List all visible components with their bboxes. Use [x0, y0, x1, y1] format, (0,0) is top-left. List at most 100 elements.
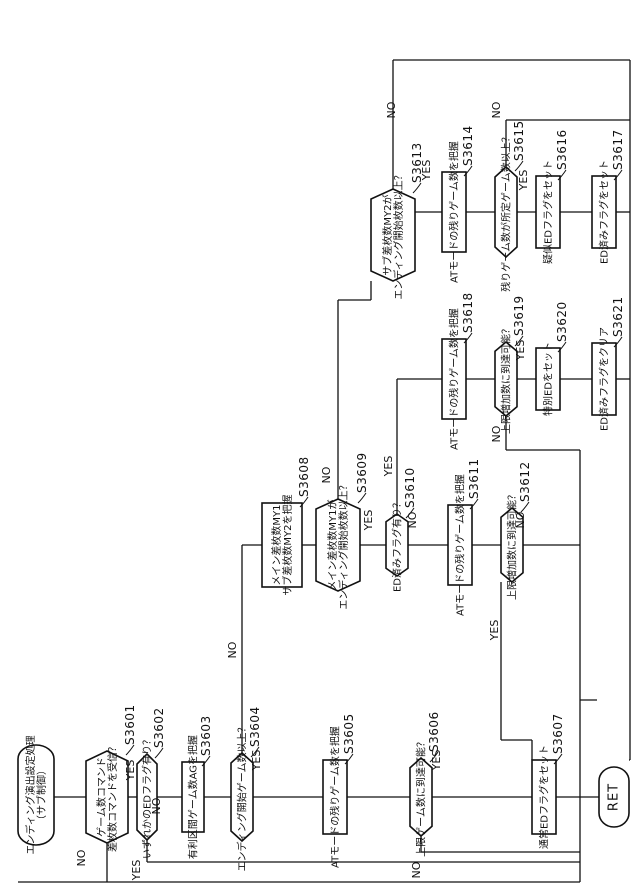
node-n3607: 通常EDフラグをセットS3607 [532, 713, 565, 849]
node-text-line: RET [607, 783, 622, 811]
node-label: ゲーム数コマンド差枚数コマンドを受信？ [95, 742, 119, 852]
node-label: ATモードの残りゲーム数を把握 [448, 141, 461, 283]
branch-label: NO [406, 511, 419, 528]
node-label: ATモードの残りゲーム数を把握 [454, 474, 467, 616]
step-leader [558, 342, 566, 352]
node-label: 上限ゲーム数に到達可能？ [415, 737, 428, 857]
node-label: 上限増加数に到達可能？ [500, 324, 513, 434]
node-n3613: サブ差枚数MY2がエンディング開始枚数以上？S3613 [371, 142, 424, 299]
step-leader [515, 161, 523, 171]
step-id: S3604 [248, 706, 262, 747]
node-text-line: 有利区間ゲーム数AGを把握 [187, 735, 200, 859]
step-id: S3610 [403, 467, 417, 508]
step-leader [554, 754, 562, 764]
node-ret: RET [599, 767, 629, 827]
node-text-line: 残りゲーム数が所定ゲーム数以上？ [500, 132, 513, 291]
step-id: S3619 [512, 295, 526, 336]
node-n3621: ED済みフラグをクリアS3621 [592, 296, 625, 431]
node-text-line: エンディング開始ゲーム数以上？ [236, 723, 249, 872]
step-id: S3615 [512, 120, 526, 161]
node-text-line: ED済みフラグをセット [598, 160, 611, 264]
node-n3610: ED済みフラグ有り？S3610 [386, 467, 417, 592]
node-n3620: 特別EDをセットS3620 [536, 301, 569, 416]
branch-label: YES [430, 750, 443, 772]
step-id: S3609 [355, 452, 369, 493]
step-leader [470, 499, 478, 509]
node-text-line: ATモードの残りゲーム数を把握 [448, 141, 461, 283]
step-leader [126, 745, 134, 755]
node-label: メイン差枚数MY1がエンディング開始枚数以上？ [326, 480, 350, 609]
branch-label: NO [385, 101, 398, 118]
node-label: エンディング開始ゲーム数以上？ [236, 723, 249, 872]
node-n3616: 疑似EDフラグをセットS3616 [536, 129, 569, 264]
branch-label: NO [490, 101, 503, 118]
node-n3608: メイン差枚数MY1サブ差枚数MY2を把握S3608 [262, 456, 311, 595]
node-n3602: いずれかのEDフラグ有り？S3602 [137, 707, 166, 859]
node-n3614: ATモードの残りゲーム数を把握S3614 [442, 125, 475, 283]
step-id: S3616 [555, 129, 569, 170]
branch-label: YES [130, 860, 143, 882]
step-id: S3618 [461, 292, 475, 333]
node-text-line: 特別EDをセット [543, 342, 555, 416]
node-label: ATモードの残りゲーム数を把握 [448, 308, 461, 450]
branch-label: YES [517, 170, 530, 192]
node-label: 特別EDをセット [543, 342, 555, 416]
node-n3606: 上限ゲーム数に到達可能？S3606 [410, 711, 441, 857]
node-label: ED済みフラグ有り？ [391, 498, 404, 592]
step-leader [614, 337, 622, 347]
node-text-line: ATモードの残りゲーム数を把握 [448, 308, 461, 450]
node-label: 残りゲーム数が所定ゲーム数以上？ [500, 132, 513, 291]
branch-label: NO [410, 861, 423, 878]
node-text-line: いずれかのEDフラグ有り？ [141, 735, 154, 859]
branch-label: NO [150, 797, 163, 814]
node-text-line: サブ差枚数MY2が [381, 194, 394, 275]
branch-label: YES [250, 750, 263, 772]
node-text-line: ATモードの残りゲーム数を把握 [454, 474, 467, 616]
node-n3604: エンディング開始ゲーム数以上？S3604 [231, 706, 262, 871]
branch-label: NO [75, 849, 88, 866]
node-n3612: 上限増加数に到達可能？S3612 [501, 461, 532, 600]
node-n3605: ATモードの残りゲーム数を把握S3605 [323, 713, 356, 868]
node-n3618: ATモードの残りゲーム数を把握S3618 [442, 292, 475, 450]
step-id: S3614 [461, 125, 475, 166]
step-leader [155, 748, 163, 758]
node-n3611: ATモードの残りゲーム数を把握S3611 [448, 458, 481, 616]
node-label: ED済みフラグをクリア [598, 327, 611, 431]
step-leader [464, 166, 472, 176]
branch-label: YES [362, 510, 375, 532]
node-label: RET [607, 783, 622, 811]
branch-label: NO [490, 425, 503, 442]
step-leader [464, 333, 472, 343]
step-leader [300, 497, 308, 507]
node-label: ED済みフラグをセット [598, 160, 611, 264]
node-n3617: ED済みフラグをセットS3617 [592, 129, 625, 264]
node-n3619: 上限増加数に到達可能？S3619 [495, 295, 526, 434]
nodes-layer: エンディング演出設定処理（サブ制御） ゲーム数コマンド差枚数コマンドを受信？ S36… [18, 120, 629, 871]
node-text-line: 疑似EDフラグをセット [542, 160, 555, 264]
node-text-line: 差枚数コマンドを受信？ [106, 742, 119, 852]
step-leader [413, 183, 421, 193]
node-text-line: 上限増加数に到達可能？ [500, 324, 513, 434]
step-id: S3602 [152, 707, 166, 748]
step-leader [345, 754, 353, 764]
node-label: メイン差枚数MY1サブ差枚数MY2を把握 [270, 494, 294, 595]
node-text-line: エンディング開始枚数以上？ [392, 170, 405, 299]
node-label: いずれかのEDフラグ有り？ [141, 735, 154, 859]
node-text-line: ゲーム数コマンド [95, 757, 108, 837]
node-text-line: エンディング開始枚数以上？ [337, 480, 350, 609]
node-n3615: 残りゲーム数が所定ゲーム数以上？S3615 [495, 120, 526, 291]
branch-label: NO [226, 641, 239, 658]
node-text-line: ED済みフラグをクリア [598, 327, 611, 431]
node-n3603: 有利区間ゲーム数AGを把握S3603 [182, 715, 213, 859]
step-leader [202, 756, 210, 766]
node-start: エンディング演出設定処理（サブ制御） [18, 735, 54, 854]
step-id: S3605 [342, 713, 356, 754]
branch-label: NO [514, 511, 527, 528]
node-text-line: 上限増加数に到達可能？ [506, 490, 519, 600]
node-text-line: エンディング演出設定処理 [24, 735, 37, 854]
step-id: S3617 [611, 129, 625, 170]
branch-label: YES [124, 760, 137, 782]
branch-label: YES [514, 340, 527, 362]
step-leader [358, 493, 366, 503]
